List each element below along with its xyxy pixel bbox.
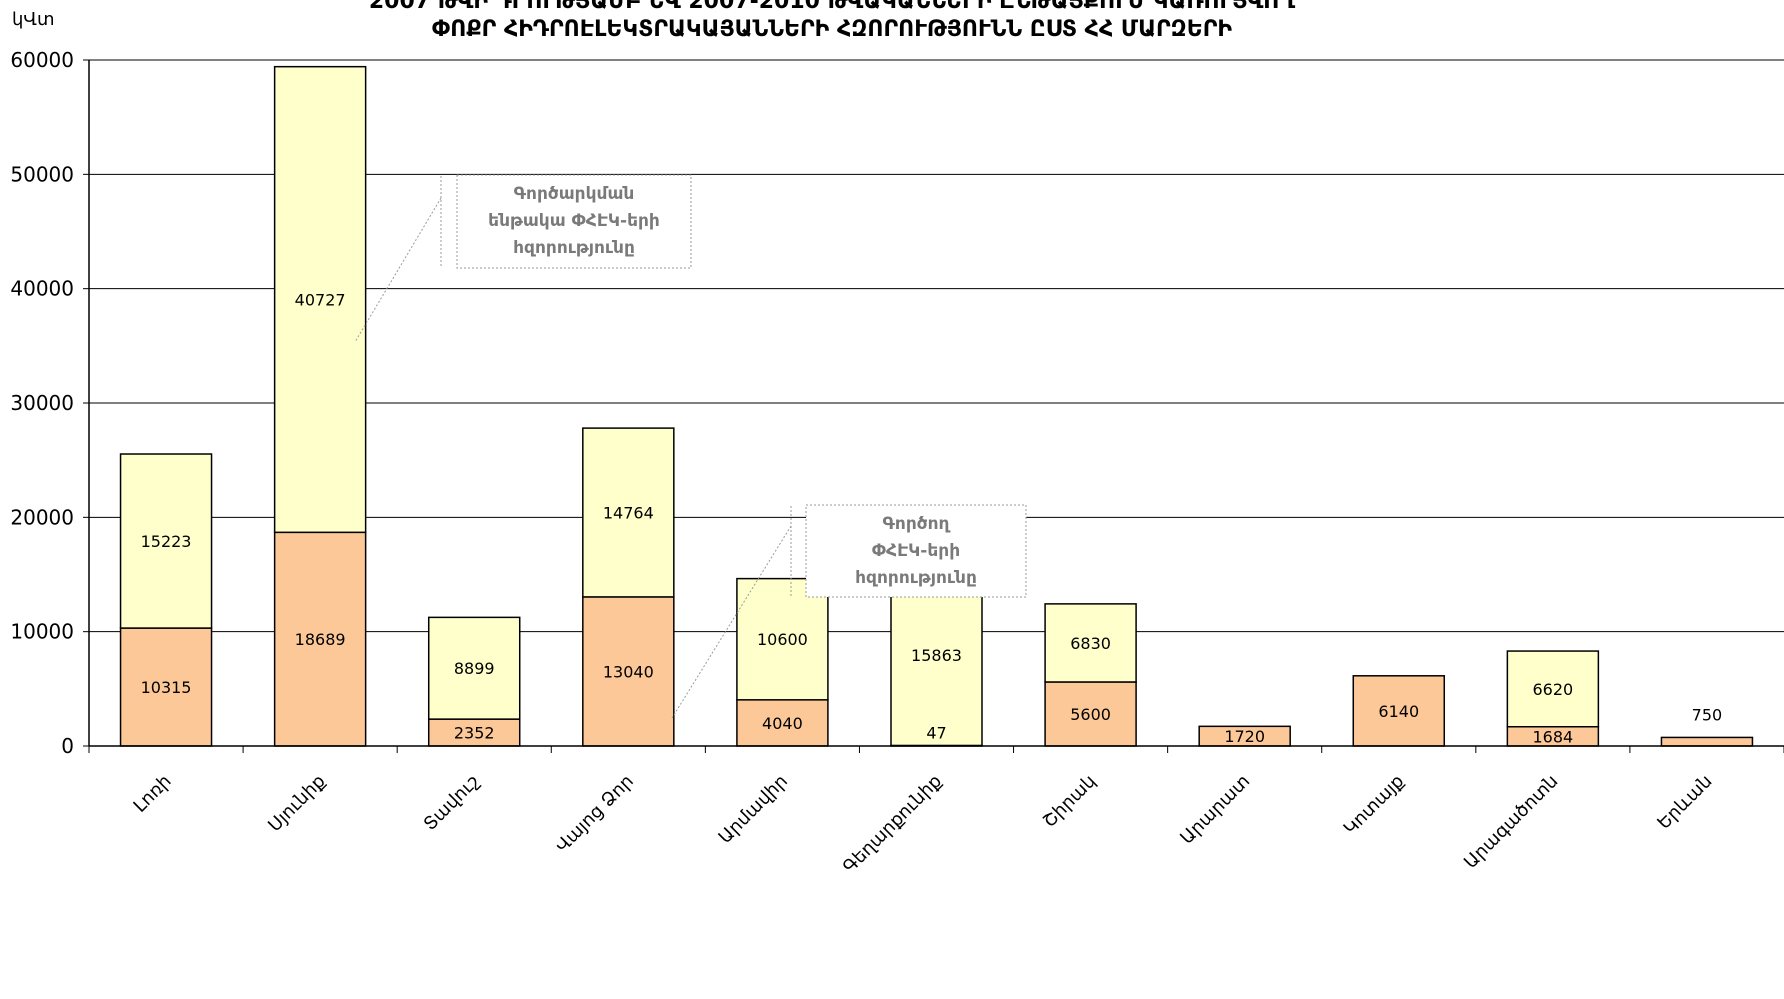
data-label: 8899 <box>454 659 495 678</box>
y-tick-label: 30000 <box>10 391 74 415</box>
y-axis-ticks: 0 10000 20000 30000 40000 50000 60000 <box>10 48 74 758</box>
data-label: 40727 <box>295 290 346 309</box>
callout-text: հզորությունը <box>513 238 635 258</box>
data-label: 47 <box>926 723 946 742</box>
data-label: 750 <box>1692 705 1723 724</box>
data-label: 10600 <box>757 630 808 649</box>
callout: Գործող ՓՀԷԿ-երի հզորությունը <box>671 504 1027 719</box>
data-label: 15223 <box>141 532 192 551</box>
data-label: 6620 <box>1533 680 1574 699</box>
data-label: 5600 <box>1070 705 1111 724</box>
x-category-label: Տավուշ <box>420 771 484 835</box>
x-category-label: Գեղարքունիք <box>839 771 946 878</box>
x-category-label: Վայոց Ձոր <box>552 771 638 857</box>
y-tick-label: 0 <box>61 734 74 758</box>
y-axis-unit-label: կՎտ <box>12 9 55 30</box>
bar-segment <box>1352 675 1446 747</box>
data-label: 1684 <box>1533 727 1574 746</box>
data-labels: 10315 15223 18689 40727 2352 8899 13040 14764 40… <box>141 290 1723 746</box>
callout-text: ՓՀԷԿ-երի <box>872 541 960 561</box>
bar-segment <box>736 577 829 701</box>
chart-title-line: 2007 ԹՎԻ ԴՐՈՒԹՅԱՄԲ ԵՎ 2007-2010 ԹՎԱԿԱՆՆԵ… <box>369 0 1296 14</box>
y-tick-label: 10000 <box>10 620 74 644</box>
x-category-label: Շիրակ <box>1039 771 1100 832</box>
callout-box <box>456 174 692 269</box>
x-category-label: Արագածոտն <box>1460 771 1562 873</box>
y-tick-label: 20000 <box>10 505 74 529</box>
callout-text: ենթակա ՓՀԷԿ-երի <box>488 211 660 231</box>
x-category-label: Երևան <box>1653 771 1716 834</box>
bar-segment <box>1044 603 1137 683</box>
bar-segment <box>273 531 367 747</box>
x-axis-category-labels: Լոռի Սյունիք Տավուշ Վայոց Ձոր Արմավիր Գեղարքո… <box>130 771 1717 878</box>
data-label: 6140 <box>1378 702 1419 721</box>
bar-segment <box>273 65 367 534</box>
callout-text: Գործարկման <box>514 184 635 204</box>
data-label: 4040 <box>762 714 803 733</box>
x-category-label: Կոտայք <box>1340 771 1409 840</box>
x-category-label: Արմավիր <box>715 771 792 848</box>
data-label: 14764 <box>603 504 654 523</box>
y-tick-label: 40000 <box>10 277 74 301</box>
callout-leader <box>354 197 442 343</box>
x-category-label: Լոռի <box>130 771 176 817</box>
data-label: 1720 <box>1224 727 1265 746</box>
y-tick-label: 50000 <box>10 162 74 186</box>
callout-text: հզորությունը <box>855 568 977 588</box>
x-category-label: Սյունիք <box>264 771 329 836</box>
data-label: 18689 <box>295 630 346 649</box>
data-label: 15863 <box>911 646 962 665</box>
data-label: 10315 <box>141 678 192 697</box>
x-category-label: Արարատ <box>1176 771 1254 849</box>
data-label: 2352 <box>454 724 495 743</box>
callout: Գործարկման ենթակա ՓՀԷԿ-երի հզորությունը <box>354 174 692 343</box>
bar-segment <box>1044 681 1137 747</box>
y-tick-label: 60000 <box>10 48 74 72</box>
bar-segment <box>427 718 521 747</box>
bar-segment <box>119 453 213 629</box>
gridlines <box>89 59 1784 633</box>
data-label: 13040 <box>603 662 654 681</box>
callout-box <box>805 504 1027 598</box>
callout-leader <box>671 525 792 719</box>
data-label: 6830 <box>1070 634 1111 653</box>
bar-segment <box>1660 736 1754 747</box>
bar-segment <box>582 427 675 598</box>
bars <box>119 65 1754 747</box>
chart-title: 2007 ԹՎԻ ԴՐՈՒԹՅԱՄԲ ԵՎ 2007-2010 ԹՎԱԿԱՆՆԵ… <box>369 0 1296 42</box>
callout-text: Գործող <box>883 514 951 534</box>
chart-title-line: ՓՈՔՐ ՀԻԴՐՈԷԼԵԿՏՐԱԿԱՅԱՆՆԵՐԻ ՀԶՈՐՈՒԹՅՈՒՆՆ … <box>432 17 1233 42</box>
axes <box>83 59 1784 753</box>
bar-segment <box>1506 650 1600 728</box>
bar-segment <box>427 616 521 720</box>
bar-segment <box>582 596 675 747</box>
